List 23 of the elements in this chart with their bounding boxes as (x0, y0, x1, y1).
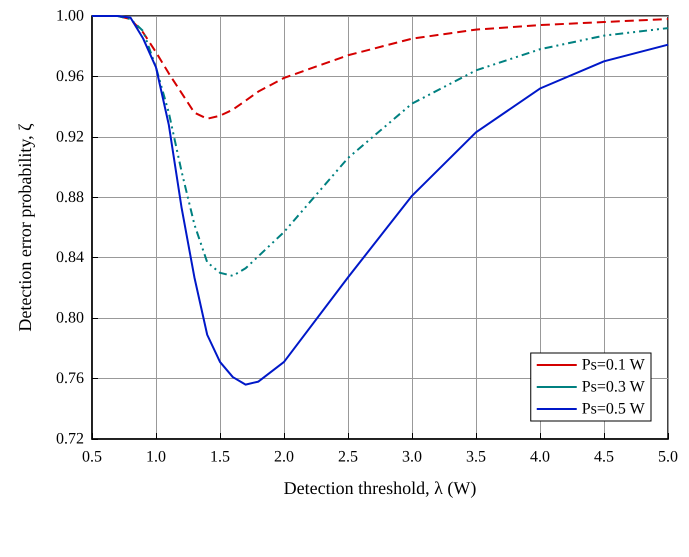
y-tick-label: 0.88 (56, 188, 84, 206)
x-tick-label: 2.5 (338, 448, 358, 466)
x-tick-label: 3.5 (466, 448, 486, 466)
x-axis-title: Detection threshold, λ (W) (284, 478, 476, 498)
y-tick-label: 0.76 (56, 370, 84, 388)
x-tick-label: 0.5 (82, 448, 102, 466)
y-tick-label: 1.00 (56, 8, 84, 24)
x-tick-label: 3.0 (402, 448, 422, 466)
x-tick-label: 1.0 (146, 448, 166, 466)
legend-label: Ps=0.5 W (582, 400, 646, 418)
legend-label: Ps=0.3 W (582, 378, 646, 396)
x-tick-label: 5.0 (658, 448, 678, 466)
y-axis-title: Detection error probability, ζ (15, 122, 35, 332)
y-tick-label: 0.80 (56, 310, 84, 327)
x-tick-label: 4.5 (594, 448, 614, 466)
y-tick-label: 0.92 (56, 128, 84, 146)
y-tick-label: 0.84 (56, 249, 84, 266)
legend-label: Ps=0.1 W (582, 356, 646, 374)
x-tick-label: 2.0 (274, 448, 294, 466)
x-tick-label: 4.0 (530, 448, 550, 466)
y-tick-label: 0.96 (56, 68, 84, 85)
x-tick-label: 1.5 (210, 448, 230, 466)
y-tick-label: 0.72 (56, 430, 84, 448)
